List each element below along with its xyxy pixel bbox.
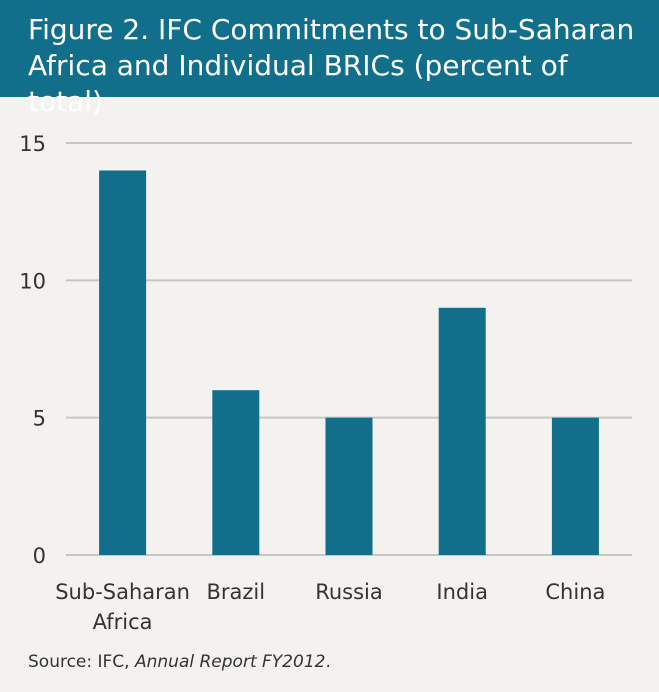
bar-0 bbox=[99, 170, 147, 555]
y-tick-label-15: 15 bbox=[19, 132, 46, 156]
x-category-label-3: India bbox=[436, 580, 488, 604]
x-category-label-line: Sub-Saharan bbox=[55, 580, 190, 604]
y-tick-label-5: 5 bbox=[33, 407, 46, 431]
source-prefix: Source: IFC, bbox=[28, 652, 135, 672]
y-tick-label-0: 0 bbox=[33, 544, 46, 568]
x-category-label-0: Sub-Saharan Africa bbox=[55, 580, 190, 634]
source-note: Source: IFC, Annual Report FY2012. bbox=[28, 652, 331, 672]
y-tick-label-10: 10 bbox=[19, 269, 46, 293]
bar-4 bbox=[551, 417, 599, 555]
bar-3 bbox=[438, 307, 486, 555]
bar-1 bbox=[212, 390, 260, 555]
x-category-label-1: Brazil bbox=[206, 580, 265, 604]
x-category-label-line: India bbox=[436, 580, 488, 604]
x-category-label-line: China bbox=[545, 580, 605, 604]
chart-title: Figure 2. IFC Commitments to Sub-Saharan… bbox=[28, 13, 635, 118]
x-category-label-line: Africa bbox=[93, 610, 153, 634]
bar-chart: 0 5 10 15 Sub-Saharan Africa Brazil Russia India… bbox=[19, 132, 632, 634]
chart-header: Figure 2. IFC Commitments to Sub-Saharan… bbox=[0, 0, 659, 118]
x-category-label-line: Russia bbox=[315, 580, 383, 604]
bar-2 bbox=[325, 417, 373, 555]
x-category-label-4: China bbox=[545, 580, 605, 604]
x-category-label-2: Russia bbox=[315, 580, 383, 604]
source-suffix: . bbox=[325, 652, 331, 672]
source-report-title: Annual Report FY2012 bbox=[135, 652, 326, 672]
x-category-label-line: Brazil bbox=[206, 580, 265, 604]
